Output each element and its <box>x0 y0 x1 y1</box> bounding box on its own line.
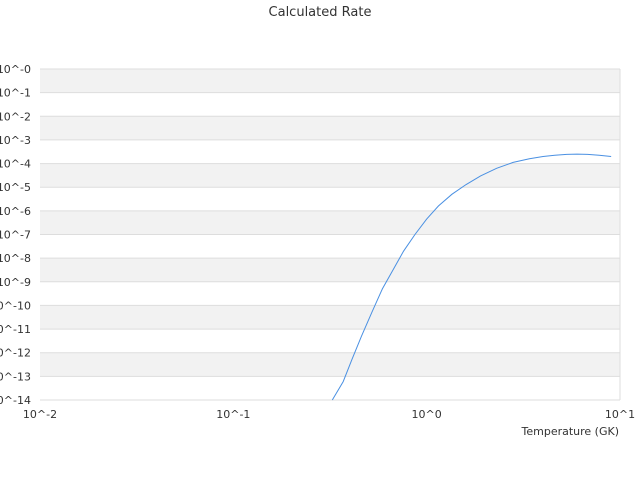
series-line <box>331 153 612 401</box>
grid-band <box>40 258 620 282</box>
y-tick-label: 10^-13 <box>0 370 31 383</box>
y-tick-label: 10^-14 <box>0 394 31 407</box>
grid-band <box>40 92 620 117</box>
y-tick-label: 10^-9 <box>0 276 31 289</box>
grid-lines <box>40 68 621 401</box>
x-tick-label: 10^-2 <box>23 408 57 421</box>
grid-band <box>40 163 620 188</box>
x-tick-label: 10^1 <box>605 408 635 421</box>
grid-bands <box>40 69 620 400</box>
y-tick-label: 10^-7 <box>0 229 31 242</box>
y-tick-label: 10^-4 <box>0 158 31 171</box>
grid-band <box>40 187 620 211</box>
y-tick-label: 10^-3 <box>0 134 31 147</box>
series-lines <box>331 153 612 401</box>
y-tick-label: 10^-12 <box>0 347 31 360</box>
grid-band <box>40 139 620 164</box>
y-tick-label: 10^-1 <box>0 87 31 100</box>
grid-band <box>40 376 620 400</box>
x-tick-label: 10^-1 <box>216 408 250 421</box>
grid-band <box>40 281 620 306</box>
chart-title: Calculated Rate <box>269 5 372 20</box>
x-axis-label: Temperature (GK) <box>521 425 620 438</box>
grid-band <box>40 352 620 377</box>
grid-band <box>40 210 620 235</box>
grid-band <box>40 305 620 330</box>
y-tick-label: 10^-2 <box>0 110 31 123</box>
grid-band <box>40 116 620 140</box>
y-tick-label: 10^-10 <box>0 299 31 312</box>
y-tick-label: 10^-8 <box>0 252 31 265</box>
grid-band <box>40 69 620 93</box>
y-axis-ticks: 10^-0 10^-1 10^-2 10^-3 10^-4 10^-5 10^-6 10^-7… <box>0 63 31 407</box>
y-tick-label: 10^-5 <box>0 181 31 194</box>
y-tick-label: 10^-11 <box>0 323 31 336</box>
x-tick-label: 10^0 <box>412 408 442 421</box>
grid-band <box>40 234 620 259</box>
y-tick-label: 10^-6 <box>0 205 31 218</box>
grid-band <box>40 329 620 353</box>
y-tick-label: 10^-0 <box>0 63 31 76</box>
x-axis-ticks: 10^-2 10^-1 10^0 10^1 <box>23 408 635 421</box>
